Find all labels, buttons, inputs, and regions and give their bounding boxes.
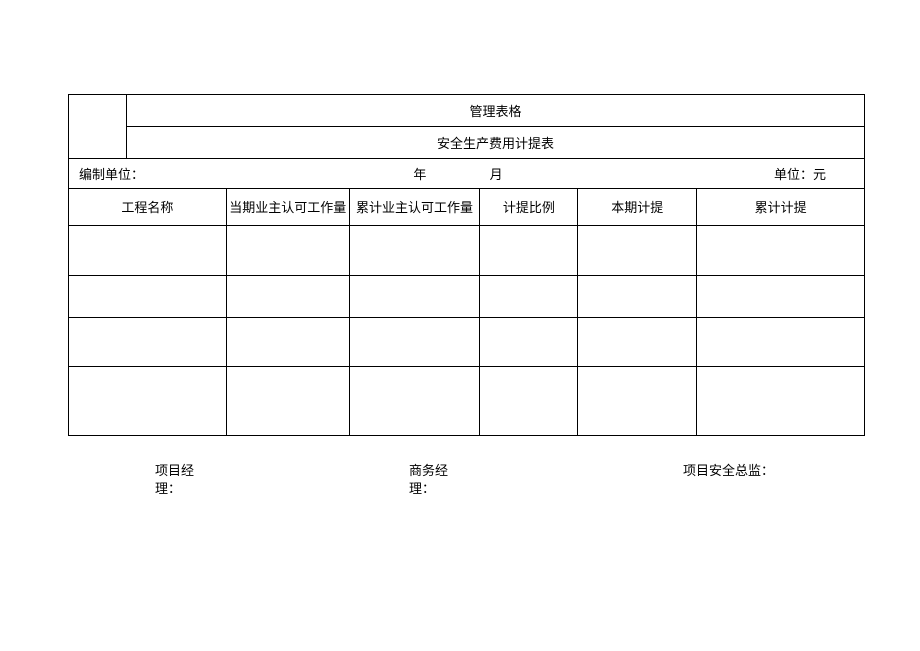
biz-label-line1: 商务经 bbox=[409, 462, 469, 480]
header-table: 管理表格 安全生产费用计提表 bbox=[68, 94, 865, 159]
year-label: 年 bbox=[413, 164, 428, 183]
table-cell bbox=[697, 366, 865, 435]
table-cell bbox=[480, 275, 578, 317]
pm-label-line1: 项目经 bbox=[155, 462, 215, 480]
table-row bbox=[69, 275, 865, 317]
col-header: 累计业主认可工作量 bbox=[349, 189, 480, 225]
form-container: 管理表格 安全生产费用计提表 编制单位： 年 月 单位：元 工程名称 当期业主认… bbox=[68, 94, 865, 498]
table-cell bbox=[69, 275, 227, 317]
date-labels: 年 月 bbox=[144, 164, 774, 183]
table-cell bbox=[578, 275, 697, 317]
table-cell bbox=[69, 225, 227, 275]
col-header: 本期计提 bbox=[578, 189, 697, 225]
table-cell bbox=[578, 317, 697, 366]
table-cell bbox=[697, 275, 865, 317]
table-cell bbox=[349, 366, 480, 435]
table-cell bbox=[226, 317, 349, 366]
table-cell bbox=[480, 317, 578, 366]
col-header: 计提比例 bbox=[480, 189, 578, 225]
table-row bbox=[69, 317, 865, 366]
biz-label-line2: 理： bbox=[409, 480, 469, 498]
table-cell bbox=[480, 366, 578, 435]
month-label: 月 bbox=[490, 164, 505, 183]
table-cell bbox=[697, 225, 865, 275]
table-row bbox=[69, 366, 865, 435]
table-row bbox=[69, 225, 865, 275]
signature-pm: 项目经 理： bbox=[155, 462, 215, 498]
signature-biz: 商务经 理： bbox=[409, 462, 469, 498]
col-header: 工程名称 bbox=[69, 189, 227, 225]
signature-safety: 项目安全总监： bbox=[683, 462, 774, 498]
table-cell bbox=[226, 225, 349, 275]
data-table: 工程名称 当期业主认可工作量 累计业主认可工作量 计提比例 本期计提 累计计提 bbox=[68, 189, 865, 436]
table-cell bbox=[226, 275, 349, 317]
logo-cell bbox=[69, 95, 127, 159]
meta-row: 编制单位： 年 月 单位：元 bbox=[68, 159, 865, 189]
table-cell bbox=[69, 317, 227, 366]
table-cell bbox=[349, 317, 480, 366]
col-header: 当期业主认可工作量 bbox=[226, 189, 349, 225]
table-cell bbox=[69, 366, 227, 435]
table-cell bbox=[349, 275, 480, 317]
unit-label: 单位：元 bbox=[774, 164, 856, 183]
table-cell bbox=[578, 366, 697, 435]
signature-row: 项目经 理： 商务经 理： 项目安全总监： bbox=[68, 462, 865, 498]
col-header: 累计计提 bbox=[697, 189, 865, 225]
table-cell bbox=[480, 225, 578, 275]
pm-label-line2: 理： bbox=[155, 480, 215, 498]
form-category: 管理表格 bbox=[126, 95, 864, 127]
table-cell bbox=[349, 225, 480, 275]
table-cell bbox=[226, 366, 349, 435]
safety-label: 项目安全总监： bbox=[683, 462, 774, 480]
org-label: 编制单位： bbox=[77, 164, 144, 183]
table-cell bbox=[578, 225, 697, 275]
table-cell bbox=[697, 317, 865, 366]
table-header-row: 工程名称 当期业主认可工作量 累计业主认可工作量 计提比例 本期计提 累计计提 bbox=[69, 189, 865, 225]
form-title: 安全生产费用计提表 bbox=[126, 127, 864, 159]
